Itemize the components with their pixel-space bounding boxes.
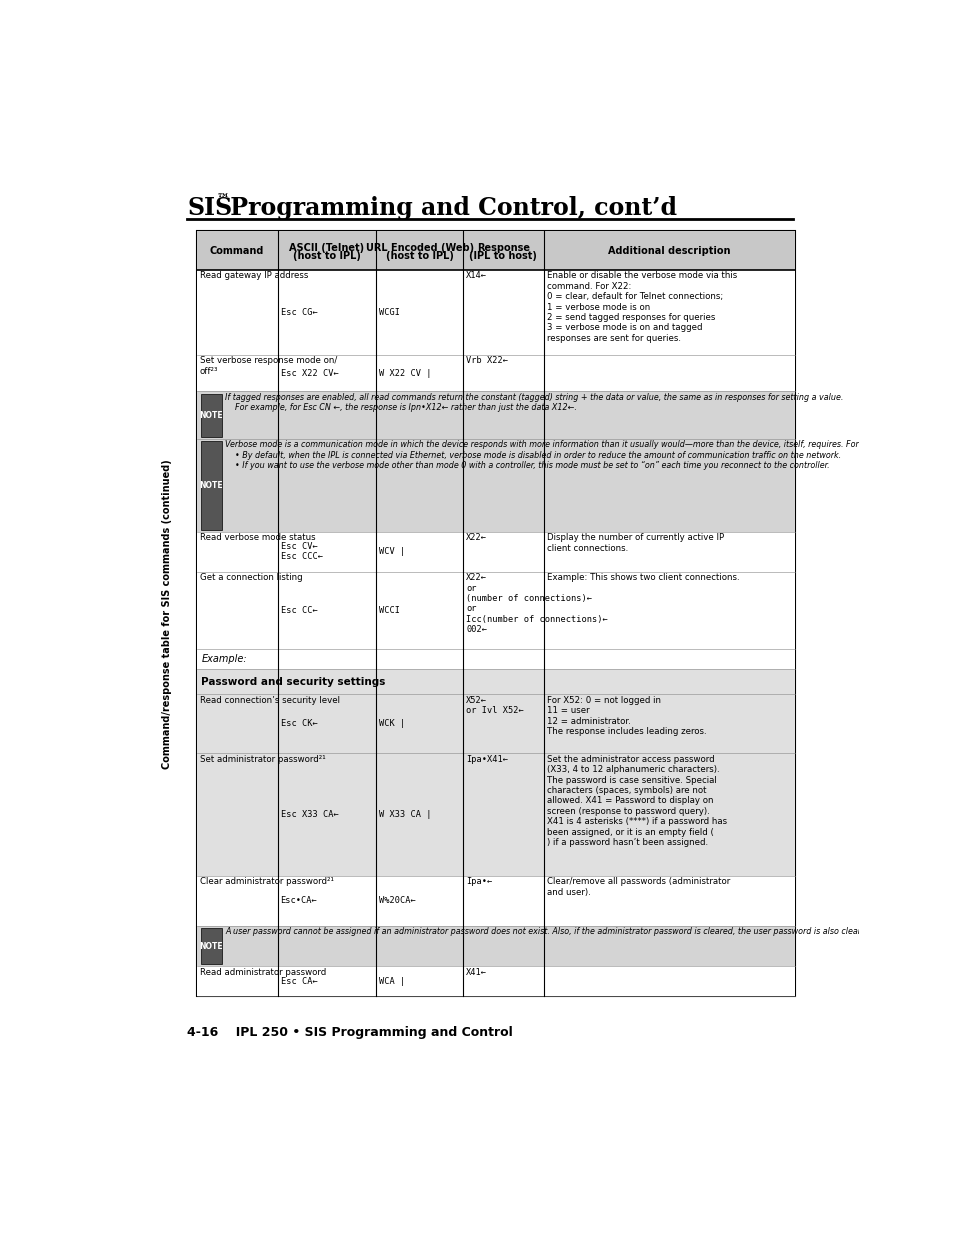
Text: A user password cannot be assigned if an administrator password does not exist. : A user password cannot be assigned if an… xyxy=(225,927,873,936)
Text: (IPL to host): (IPL to host) xyxy=(469,252,537,262)
Text: Set the administrator access password
(X33, 4 to 12 alphanumeric characters).
Th: Set the administrator access password (X… xyxy=(546,755,726,847)
Text: Display the number of currently active IP
client connections.: Display the number of currently active I… xyxy=(546,534,723,553)
Bar xyxy=(196,648,794,669)
Text: Read administrator password: Read administrator password xyxy=(199,968,326,977)
Bar xyxy=(201,394,221,437)
Text: Enable or disable the verbose mode via this
command. For X22:
0 = clear, default: Enable or disable the verbose mode via t… xyxy=(546,272,737,343)
Text: ASCII (Telnet): ASCII (Telnet) xyxy=(289,243,364,253)
Text: Esc•CA←: Esc•CA← xyxy=(280,897,317,905)
Text: Response: Response xyxy=(476,243,529,253)
Text: NOTE: NOTE xyxy=(199,410,223,420)
Text: X22←
or
(number of connections)←
or
Icc(number of connections)←
002←: X22← or (number of connections)← or Icc(… xyxy=(466,573,607,635)
Text: NOTE: NOTE xyxy=(199,941,223,951)
Text: X52←
or Ivl X52←: X52← or Ivl X52← xyxy=(466,695,523,715)
Bar xyxy=(196,694,794,753)
Bar xyxy=(196,876,794,925)
Text: Esc X33 CA←: Esc X33 CA← xyxy=(280,810,338,819)
Bar xyxy=(196,532,794,572)
Text: For X52: 0 = not logged in
11 = user
12 = administrator.
The response includes l: For X52: 0 = not logged in 11 = user 12 … xyxy=(546,695,706,736)
Text: Read gateway IP address: Read gateway IP address xyxy=(199,272,308,280)
Text: Set administrator password²¹: Set administrator password²¹ xyxy=(199,755,325,763)
Bar xyxy=(196,925,794,967)
Text: X22←: X22← xyxy=(466,534,487,542)
Text: W X22 CV |: W X22 CV | xyxy=(379,368,432,378)
Text: Example: This shows two client connections.: Example: This shows two client connectio… xyxy=(546,573,739,582)
Bar xyxy=(196,270,794,354)
Text: 4-16    IPL 250 • SIS Programming and Control: 4-16 IPL 250 • SIS Programming and Contr… xyxy=(187,1026,513,1039)
Text: URL Encoded (Web): URL Encoded (Web) xyxy=(365,243,474,253)
Text: Vrb X22←: Vrb X22← xyxy=(466,357,508,366)
Text: Verbose mode is a communication mode in which the device responds with more info: Verbose mode is a communication mode in … xyxy=(225,441,953,471)
Text: Esc CK←: Esc CK← xyxy=(280,719,317,729)
Text: Ipa•←: Ipa•← xyxy=(466,877,492,887)
Bar xyxy=(196,438,794,532)
Text: Command: Command xyxy=(210,246,264,256)
Text: Ipa•X41←: Ipa•X41← xyxy=(466,755,508,763)
Text: Programming and Control, cont’d: Programming and Control, cont’d xyxy=(222,196,677,220)
Text: WCA |: WCA | xyxy=(379,977,405,986)
Text: Clear administrator password²¹: Clear administrator password²¹ xyxy=(199,877,334,887)
Text: Get a connection listing: Get a connection listing xyxy=(199,573,302,582)
Text: W X33 CA |: W X33 CA | xyxy=(379,810,432,819)
Text: Read connection’s security level: Read connection’s security level xyxy=(199,695,339,705)
Text: SIS: SIS xyxy=(187,196,233,220)
Text: Esc CV←
Esc CCC←: Esc CV← Esc CCC← xyxy=(280,542,322,562)
Text: Esc CC←: Esc CC← xyxy=(280,605,317,615)
Text: X14←: X14← xyxy=(466,272,487,280)
Text: Esc CG←: Esc CG← xyxy=(280,308,317,317)
Text: WCGI: WCGI xyxy=(379,308,400,317)
Bar xyxy=(201,441,221,530)
Bar xyxy=(196,231,794,270)
Bar xyxy=(196,753,794,876)
Bar xyxy=(196,967,794,995)
Bar xyxy=(196,231,794,995)
Text: Additional description: Additional description xyxy=(607,246,730,256)
Text: WCCI: WCCI xyxy=(379,605,400,615)
Text: Command/response table for SIS commands (continued): Command/response table for SIS commands … xyxy=(162,458,172,768)
Text: WCK |: WCK | xyxy=(379,719,405,729)
Text: Example:: Example: xyxy=(201,655,247,664)
Text: W%20CA←: W%20CA← xyxy=(379,897,416,905)
Bar xyxy=(196,354,794,391)
Text: (host to IPL): (host to IPL) xyxy=(293,252,360,262)
Text: Password and security settings: Password and security settings xyxy=(201,677,385,687)
Text: NOTE: NOTE xyxy=(199,480,223,490)
Text: Esc CA←: Esc CA← xyxy=(280,977,317,986)
Bar xyxy=(196,669,794,694)
Text: WCV |: WCV | xyxy=(379,547,405,556)
Text: If tagged responses are enabled, all read commands return the constant (tagged) : If tagged responses are enabled, all rea… xyxy=(225,393,842,412)
Text: (host to IPL): (host to IPL) xyxy=(385,252,453,262)
Bar xyxy=(196,572,794,648)
Text: Set verbose response mode on/
off²³: Set verbose response mode on/ off²³ xyxy=(199,357,336,375)
Bar xyxy=(196,391,794,438)
Bar xyxy=(201,927,221,965)
Text: Read verbose mode status: Read verbose mode status xyxy=(199,534,315,542)
Text: Clear/remove all passwords (administrator
and user).: Clear/remove all passwords (administrato… xyxy=(546,877,729,897)
Text: Esc X22 CV←: Esc X22 CV← xyxy=(280,368,338,378)
Text: X41←: X41← xyxy=(466,968,487,977)
Text: ™: ™ xyxy=(216,193,229,206)
